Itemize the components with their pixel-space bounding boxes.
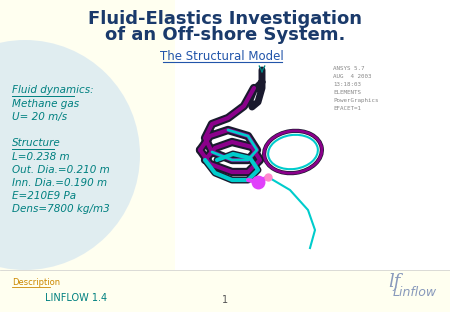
Text: ANSYS 5.7: ANSYS 5.7	[333, 66, 364, 71]
Bar	[0, 0, 175, 270]
Text: ELEMENTS: ELEMENTS	[333, 90, 361, 95]
Text: PowerGraphics: PowerGraphics	[333, 98, 378, 103]
Text: Linflow: Linflow	[393, 286, 437, 299]
Text: Structure: Structure	[12, 138, 61, 148]
Bar	[175, 0, 450, 270]
Text: The Structural Model: The Structural Model	[160, 50, 284, 63]
Text: Inn. Dia.=0.190 m: Inn. Dia.=0.190 m	[12, 178, 107, 188]
Text: Dens=7800 kg/m3: Dens=7800 kg/m3	[12, 204, 110, 214]
Text: U= 20 m/s: U= 20 m/s	[12, 112, 67, 122]
Text: Description: Description	[12, 278, 60, 287]
Text: Fluid dynamics:: Fluid dynamics:	[12, 85, 94, 95]
Text: EFACET=1: EFACET=1	[333, 106, 361, 111]
Text: L=0.238 m: L=0.238 m	[12, 152, 70, 162]
Circle shape	[0, 40, 140, 270]
Text: lf: lf	[388, 273, 400, 291]
Text: E=210E9 Pa: E=210E9 Pa	[12, 191, 76, 201]
Bar	[0, 270, 450, 312]
Text: Out. Dia.=0.210 m: Out. Dia.=0.210 m	[12, 165, 110, 175]
Text: Fluid-Elastics Investigation: Fluid-Elastics Investigation	[88, 10, 362, 28]
Text: of an Off-shore System.: of an Off-shore System.	[105, 26, 345, 44]
Text: AUG  4 2003: AUG 4 2003	[333, 74, 372, 79]
Text: LINFLOW 1.4: LINFLOW 1.4	[45, 293, 107, 303]
Text: Methane gas: Methane gas	[12, 99, 79, 109]
Text: 1: 1	[222, 295, 228, 305]
Text: 13:18:03: 13:18:03	[333, 82, 361, 87]
